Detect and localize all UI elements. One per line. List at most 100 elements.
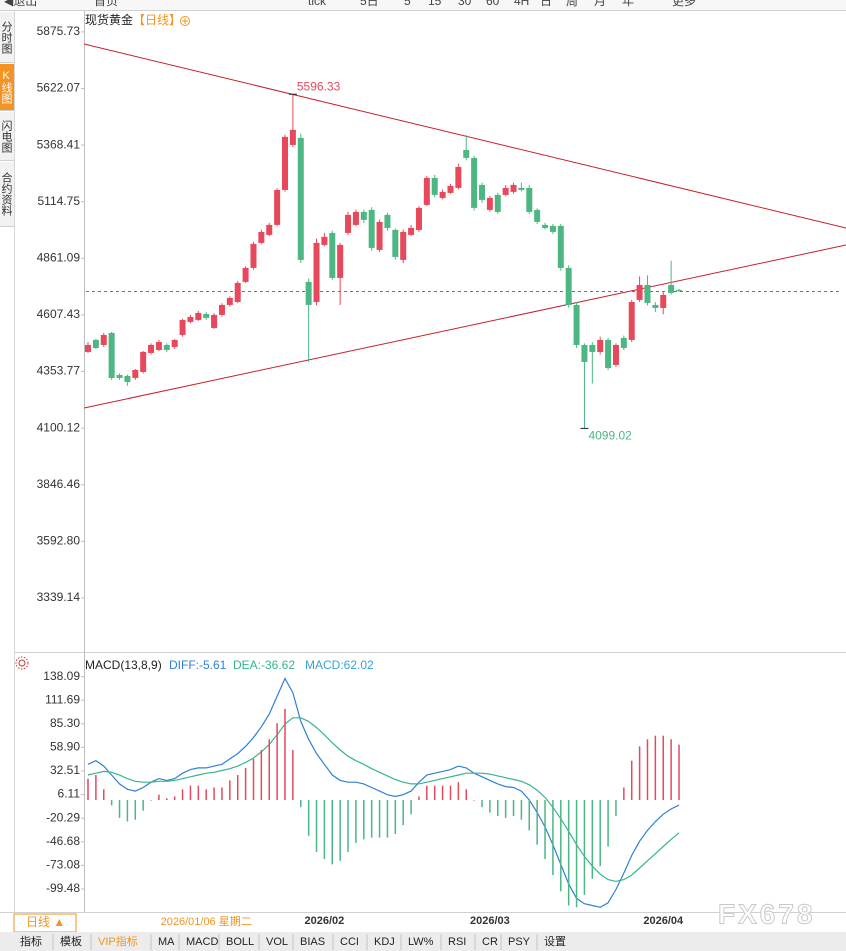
settings-icon <box>18 659 26 667</box>
footer-tab[interactable]: 模板 <box>60 934 82 948</box>
candle-body <box>195 312 202 320</box>
macd-bar <box>173 796 176 801</box>
y-tick-label: -73.08 <box>46 858 80 872</box>
toolbar-item[interactable]: 15 <box>428 0 442 8</box>
candle-body <box>668 284 675 293</box>
candle-body <box>589 344 596 352</box>
footer-tab[interactable]: MA <box>158 936 175 948</box>
y-tick-label: 5622.07 <box>37 81 81 95</box>
macd-bar <box>268 739 270 801</box>
toolbar-item[interactable]: 日 <box>540 0 552 8</box>
macd-bar <box>473 800 475 801</box>
toolbar-item[interactable]: 60 <box>486 0 500 8</box>
macd-bar <box>355 800 357 843</box>
macd-bar <box>244 767 247 801</box>
macd-bar <box>276 723 278 801</box>
footer-tab[interactable]: MACD <box>186 936 218 948</box>
sidebar-tab[interactable]: 合约资料 <box>0 162 14 227</box>
candle-body <box>384 214 391 228</box>
macd-bar <box>221 787 223 801</box>
candle-body <box>218 304 225 315</box>
macd-bar <box>670 739 672 801</box>
x-tick-label: 2026/02 <box>305 915 345 927</box>
footer-tab[interactable]: 指标 <box>20 934 42 948</box>
trendline <box>83 244 846 409</box>
candle-body <box>132 369 139 378</box>
macd-bar <box>213 787 215 801</box>
add-icon[interactable] <box>180 16 190 26</box>
macd-bar <box>331 800 334 865</box>
candle-body <box>92 339 99 348</box>
toolbar-item[interactable]: tick <box>308 0 327 8</box>
candle-body <box>565 267 572 305</box>
footer-tab[interactable]: CR <box>482 936 498 948</box>
macd-title: MACD(13,8,9) <box>85 658 162 672</box>
macd-bar <box>118 800 121 818</box>
toolbar-item[interactable]: 更多 <box>672 0 696 8</box>
footer-tab[interactable]: BOLL <box>226 936 254 948</box>
macd-bar <box>489 800 491 813</box>
sidebar-tab[interactable]: 分时图 <box>0 12 14 63</box>
toolbar-item[interactable]: 年 <box>622 0 634 8</box>
period-label[interactable]: 日线 ▲ <box>26 915 65 929</box>
y-tick-label: 58.90 <box>50 740 80 754</box>
candle-body <box>526 187 533 212</box>
candle-body <box>203 313 210 318</box>
toolbar-item[interactable]: ◀退出 <box>4 0 37 8</box>
sidebar-tab[interactable]: K线图 <box>0 64 14 111</box>
toolbar-item[interactable]: 4H <box>514 0 529 8</box>
macd-bar <box>607 800 609 847</box>
macd-bar <box>615 800 617 817</box>
settings-icon[interactable] <box>15 656 29 670</box>
candle-body <box>163 344 170 350</box>
y-tick-label: -99.48 <box>46 881 80 895</box>
macd-bar <box>126 800 129 822</box>
trendline <box>83 43 846 229</box>
candle-body <box>676 289 682 291</box>
macd-bar <box>260 749 263 801</box>
toolbar-item[interactable]: 周 <box>566 0 578 8</box>
toolbar-item[interactable]: 5日 <box>360 0 379 8</box>
footer-tab[interactable]: VOL <box>266 936 288 948</box>
candle-body <box>471 157 478 208</box>
toolbar-item[interactable]: 5 <box>404 0 411 8</box>
y-tick-label: 32.51 <box>50 763 80 777</box>
macd-bar <box>552 800 554 876</box>
footer-tab[interactable]: PSY <box>508 936 531 948</box>
toolbar-item[interactable]: 首页 <box>94 0 118 8</box>
candle-body <box>155 341 162 350</box>
candle-body <box>226 297 233 305</box>
footer-tab[interactable]: CCI <box>340 936 359 948</box>
candle-body <box>282 136 288 190</box>
footer-tab[interactable]: VIP指标 <box>98 934 138 948</box>
sidebar-tab[interactable]: 闪电图 <box>0 112 14 161</box>
cursor-label-bg <box>152 914 261 930</box>
macd-bar <box>95 775 97 801</box>
candle-body <box>628 301 635 340</box>
y-tick-label: 4353.77 <box>37 364 81 378</box>
y-tick-label: 111.69 <box>45 692 80 706</box>
macd-bar <box>181 789 184 801</box>
candle-body <box>321 236 328 245</box>
footer-tab[interactable]: KDJ <box>374 936 395 948</box>
footer-tab[interactable]: BIAS <box>300 936 325 948</box>
macd-bar <box>654 735 657 801</box>
macd-bar <box>457 782 460 801</box>
candle-body <box>652 304 659 308</box>
candle-body <box>581 344 588 362</box>
x-tick-label: 2026/03 <box>470 915 510 927</box>
macd-bar <box>441 785 444 801</box>
toolbar-item[interactable]: 30 <box>458 0 472 8</box>
y-tick-label: -46.68 <box>46 834 80 848</box>
footer-tab[interactable]: RSI <box>448 936 466 948</box>
macd-bar <box>339 800 341 861</box>
macd-bar <box>158 794 160 801</box>
footer-tab[interactable]: 设置 <box>544 935 566 948</box>
macd-bar <box>252 758 255 801</box>
macd-bar <box>575 800 578 908</box>
candle-body <box>258 231 265 243</box>
macd-bar <box>394 800 397 835</box>
footer-tab[interactable]: LW% <box>408 936 434 948</box>
legend-entry: DEA:-36.62 <box>233 658 295 672</box>
toolbar-item[interactable]: 月 <box>594 0 606 8</box>
